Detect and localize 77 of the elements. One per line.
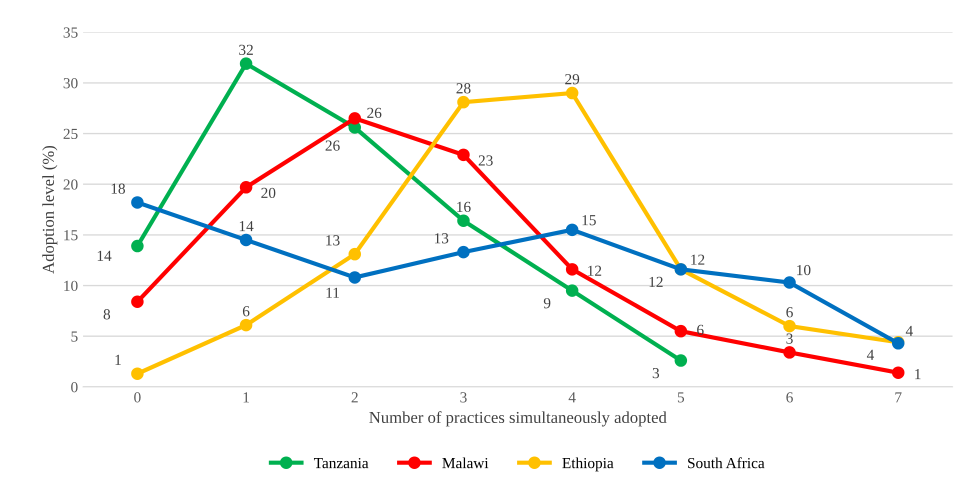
data-label: 12	[691, 254, 704, 265]
legend-label: Ethiopia	[562, 457, 614, 472]
data-label: 18	[112, 183, 126, 194]
data-label: 28	[456, 83, 471, 94]
x-tick-label: 4	[568, 392, 576, 402]
point	[566, 224, 578, 236]
data-label: 15	[582, 215, 596, 226]
data-label: 1	[115, 354, 121, 365]
point	[131, 296, 144, 308]
legend-label: South Africa	[688, 457, 764, 468]
data-label: 29	[565, 74, 580, 84]
x-tick-label: 0	[134, 392, 141, 402]
x-tick-label: 5	[678, 392, 684, 402]
point	[457, 214, 470, 227]
data-label: 9	[544, 298, 550, 308]
data-label: 14	[240, 221, 254, 232]
data-label: 11	[326, 288, 339, 298]
data-label: 32	[239, 44, 253, 55]
data-label: 10	[797, 264, 810, 276]
legend-label: Tanzania	[314, 458, 368, 468]
point	[131, 196, 144, 209]
point	[674, 324, 688, 338]
y-axis-title: Adoption level (%)	[42, 146, 58, 274]
y-tick-label: 0	[71, 382, 78, 392]
point	[457, 148, 470, 162]
data-label: 3	[786, 333, 793, 344]
data-label: 12	[650, 276, 663, 287]
x-tick-label: 3	[460, 392, 467, 402]
point	[457, 246, 470, 258]
data-label: 6	[242, 306, 250, 316]
data-label: 8	[104, 309, 110, 320]
point	[566, 86, 578, 100]
x-tick-label: 7	[895, 392, 902, 402]
data-label: 13	[434, 233, 448, 244]
point	[348, 112, 362, 125]
point	[783, 346, 796, 359]
point	[674, 354, 688, 367]
y-tick-label: 5	[71, 332, 78, 342]
data-label: 14	[98, 250, 112, 261]
point	[783, 276, 796, 289]
data-label: 13	[326, 235, 340, 246]
point	[348, 271, 362, 284]
point	[240, 318, 252, 332]
data-label: 26	[367, 108, 382, 118]
y-tick-label: 30	[64, 78, 78, 88]
legend-label: Malawi	[442, 457, 488, 468]
y-tick-label: 35	[64, 27, 78, 38]
y-tick-label: 20	[64, 179, 78, 190]
x-tick-label: 1	[244, 392, 249, 402]
data-label: 20	[261, 188, 276, 198]
data-label: 4	[906, 326, 913, 336]
point	[348, 248, 362, 260]
data-label: 4	[866, 350, 874, 360]
y-tick-label: 15	[64, 230, 78, 240]
x-axis-title: Number of practices simultaneously adopted	[369, 411, 667, 426]
data-label: 26	[326, 140, 340, 151]
data-label: 3	[652, 368, 660, 378]
x-tick-label: 2	[352, 392, 358, 402]
point	[240, 57, 252, 70]
point	[566, 284, 578, 297]
y-tick-label: 25	[64, 128, 78, 140]
point	[566, 263, 578, 276]
y-tick-label: 10	[64, 280, 78, 292]
data-label: 23	[478, 155, 493, 166]
data-label: 12	[588, 266, 602, 276]
point	[240, 181, 252, 194]
point	[131, 240, 144, 252]
point	[892, 366, 904, 379]
point	[131, 367, 144, 380]
data-label: 1	[915, 369, 921, 380]
data-label: 16	[457, 202, 471, 212]
data-label: 6	[786, 307, 793, 318]
point	[457, 96, 470, 108]
data-label: 6	[697, 324, 704, 335]
point	[783, 320, 796, 332]
point	[240, 234, 252, 246]
x-tick-label: 6	[786, 392, 793, 402]
